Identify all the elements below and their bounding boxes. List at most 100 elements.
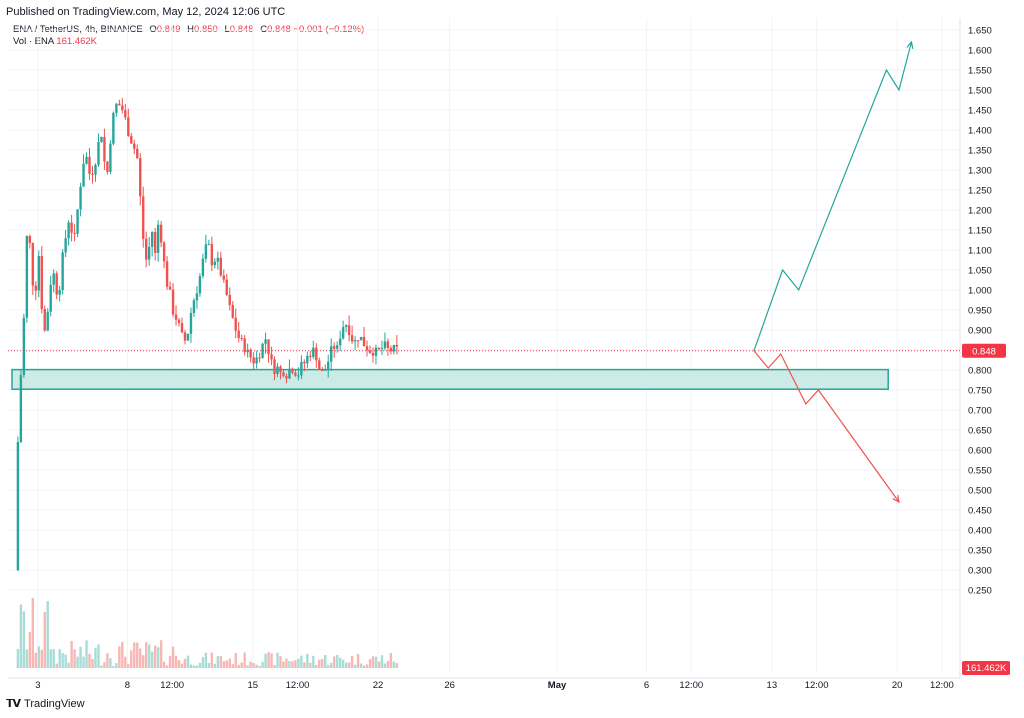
candle-body[interactable]	[34, 285, 37, 291]
candle-body[interactable]	[142, 196, 145, 239]
candle-body[interactable]	[76, 209, 79, 234]
candle-body[interactable]	[136, 148, 139, 158]
candle-body[interactable]	[153, 231, 157, 253]
candle-body[interactable]	[327, 361, 330, 370]
candle-body[interactable]	[341, 327, 345, 339]
candle-body[interactable]	[37, 256, 40, 291]
candle-body[interactable]	[171, 289, 175, 315]
candle-body[interactable]	[270, 354, 273, 360]
candle-body[interactable]	[43, 309, 46, 331]
candle-body[interactable]	[168, 286, 172, 290]
candle-body[interactable]	[189, 313, 193, 334]
candle-body[interactable]	[335, 345, 339, 349]
candle-body[interactable]	[58, 290, 61, 295]
candle-body[interactable]	[49, 284, 52, 312]
candle-body[interactable]	[103, 137, 106, 162]
candle-body[interactable]	[383, 341, 387, 349]
candle-body[interactable]	[267, 339, 270, 355]
candle-body[interactable]	[324, 369, 327, 371]
candle-body[interactable]	[350, 335, 354, 342]
candle-body[interactable]	[174, 314, 178, 320]
candle-body[interactable]	[291, 368, 294, 373]
candle-body[interactable]	[261, 343, 264, 358]
candle-body[interactable]	[231, 304, 234, 318]
candle-body[interactable]	[195, 293, 199, 301]
candle-body[interactable]	[156, 224, 160, 253]
candle-body[interactable]	[285, 376, 288, 379]
candle-body[interactable]	[130, 136, 133, 144]
candle-body[interactable]	[100, 137, 103, 142]
candle-body[interactable]	[121, 105, 124, 111]
candle-body[interactable]	[40, 256, 43, 310]
candle-body[interactable]	[159, 224, 163, 243]
candle-body[interactable]	[234, 317, 237, 331]
candle-body[interactable]	[186, 333, 190, 341]
candle-body[interactable]	[73, 232, 76, 234]
candle-body[interactable]	[395, 344, 399, 347]
candle-body[interactable]	[377, 347, 381, 350]
candle-body[interactable]	[61, 252, 64, 291]
candle-body[interactable]	[82, 163, 85, 187]
candle-body[interactable]	[124, 110, 127, 118]
support-zone[interactable]	[11, 368, 889, 390]
candle-body[interactable]	[315, 347, 318, 361]
candle-body[interactable]	[22, 317, 26, 376]
candle-body[interactable]	[118, 103, 121, 106]
candle-body[interactable]	[216, 257, 220, 262]
candle-body[interactable]	[353, 340, 357, 342]
candle-body[interactable]	[19, 375, 23, 443]
candle-body[interactable]	[365, 346, 369, 351]
candle-body[interactable]	[67, 222, 70, 239]
candle-body[interactable]	[300, 361, 303, 376]
candle-body[interactable]	[150, 231, 154, 247]
candle-body[interactable]	[255, 357, 258, 364]
candle-body[interactable]	[97, 141, 100, 165]
candle-body[interactable]	[321, 370, 324, 372]
candle-body[interactable]	[312, 347, 315, 357]
candle-body[interactable]	[85, 156, 88, 164]
bullish-projection[interactable]	[753, 41, 913, 352]
candle-body[interactable]	[198, 276, 202, 294]
candle-body[interactable]	[88, 156, 91, 174]
candle-body[interactable]	[362, 336, 366, 347]
candle-body[interactable]	[249, 349, 252, 358]
candle-body[interactable]	[359, 336, 363, 341]
candle-body[interactable]	[356, 340, 360, 342]
candle-body[interactable]	[112, 112, 115, 144]
candle-body[interactable]	[183, 332, 187, 341]
candle-body[interactable]	[294, 372, 297, 376]
footer-brand[interactable]: TradingView	[24, 697, 85, 710]
candle-body[interactable]	[258, 357, 261, 359]
candle-body[interactable]	[219, 257, 223, 276]
candle-body[interactable]	[309, 355, 312, 357]
candle-body[interactable]	[228, 294, 231, 305]
candle-body[interactable]	[106, 161, 109, 172]
candle-body[interactable]	[79, 186, 82, 210]
candle-body[interactable]	[64, 238, 67, 253]
candle-body[interactable]	[165, 261, 169, 287]
candle-body[interactable]	[243, 338, 246, 353]
candle-body[interactable]	[115, 103, 118, 113]
candle-body[interactable]	[201, 258, 205, 277]
candle-body[interactable]	[180, 323, 184, 333]
candle-body[interactable]	[16, 442, 20, 570]
candle-body[interactable]	[237, 330, 240, 339]
candle-body[interactable]	[222, 275, 225, 280]
candle-body[interactable]	[264, 339, 267, 344]
candle-body[interactable]	[52, 273, 55, 285]
candle-body[interactable]	[282, 372, 285, 377]
candle-body[interactable]	[306, 355, 309, 364]
candle-body[interactable]	[204, 244, 208, 259]
candle-body[interactable]	[368, 350, 372, 353]
candle-body[interactable]	[374, 347, 378, 356]
candle-body[interactable]	[303, 361, 306, 364]
candle-body[interactable]	[330, 346, 333, 362]
candle-body[interactable]	[371, 352, 375, 356]
candle-body[interactable]	[318, 360, 321, 371]
candle-body[interactable]	[133, 143, 136, 149]
candle-body[interactable]	[332, 346, 336, 349]
bearish-projection[interactable]	[753, 350, 900, 503]
candle-body[interactable]	[177, 319, 181, 324]
candle-body[interactable]	[127, 117, 130, 137]
